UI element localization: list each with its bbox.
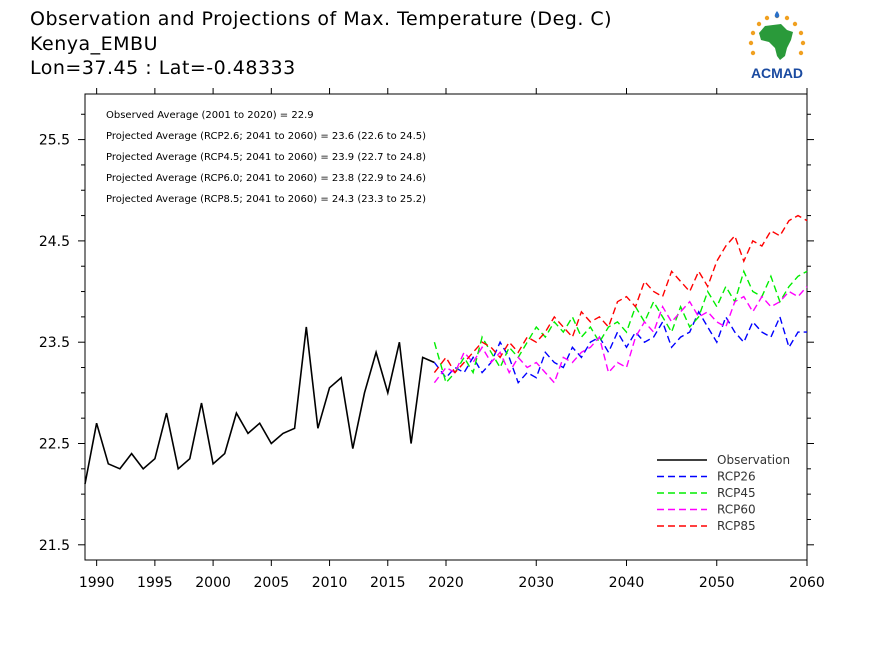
annotations: Observed Average (2001 to 2020) = 22.9 Pr… [106,110,426,205]
station-name: Kenya_EMBU [30,33,158,55]
series-line-rcp60 [433,286,808,385]
annotation-line: Projected Average (RCP2.6; 2041 to 2060)… [106,131,426,142]
acmad-logo: ACMAD [737,8,817,88]
africa-map-icon: ACMAD [748,11,806,81]
plot-frame [84,93,808,561]
series-line-observation [84,326,435,485]
series-layer [84,214,808,485]
x-tick-label: 2020 [428,575,464,591]
series-line-rcp26 [433,310,807,385]
x-tick-label: 2050 [699,575,735,591]
legend-label: RCP26 [717,470,756,484]
x-tick-label: 2000 [195,575,231,591]
legend-label: RCP45 [717,486,756,500]
x-tick-label: 1990 [79,575,115,591]
x-tick-label: 2005 [254,575,290,591]
series-line-rcp85 [433,214,808,374]
y-tick-label: 21.5 [39,538,70,554]
y-tick-label: 24.5 [39,234,70,250]
y-tick-label: 22.5 [39,437,70,453]
y-tick-label: 23.5 [39,335,70,351]
chart-title: Observation and Projections of Max. Temp… [30,8,613,30]
annotation-line: Projected Average (RCP4.5; 2041 to 2060)… [106,152,426,163]
series-line-rcp45 [433,269,808,385]
logo-text: ACMAD [751,65,803,81]
axis-ticks [78,88,814,566]
legend-label: RCP60 [717,503,756,517]
x-axis-labels: 1990 1995 2000 2005 2010 2015 2020 2030 2040 2050… [79,575,825,591]
x-tick-label: 2015 [370,575,406,591]
x-tick-label: 2040 [609,575,645,591]
annotation-line: Observed Average (2001 to 2020) = 22.9 [106,110,314,121]
annotation-line: Projected Average (RCP8.5; 2041 to 2060)… [106,194,426,205]
legend-label: RCP85 [717,519,756,533]
y-tick-label: 25.5 [39,133,70,149]
annotation-line: Projected Average (RCP6.0; 2041 to 2060)… [106,173,426,184]
x-tick-label: 2010 [312,575,348,591]
y-axis-labels: 21.5 22.5 23.5 24.5 25.5 [39,133,70,554]
legend-label: Observation [717,453,790,467]
x-tick-label: 1995 [137,575,173,591]
station-coordinates: Lon=37.45 : Lat=-0.48333 [30,57,296,79]
legend: Observation RCP26 RCP45 RCP60 RCP85 [657,453,790,533]
x-tick-label: 2060 [789,575,825,591]
x-tick-label: 2030 [518,575,554,591]
